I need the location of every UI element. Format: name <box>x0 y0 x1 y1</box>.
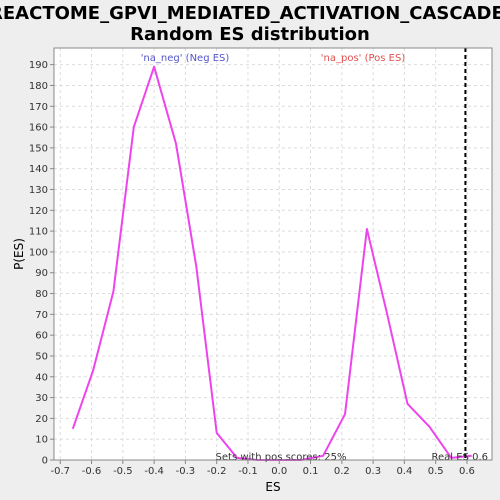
y-tick-label: 130 <box>29 185 48 196</box>
x-tick-label: -0.5 <box>113 466 133 477</box>
x-tick-label: -0.2 <box>207 466 227 477</box>
x-tick-label: 0.4 <box>396 466 412 477</box>
plot-area <box>54 48 492 460</box>
y-tick-label: 10 <box>35 435 48 446</box>
x-tick-label: -0.4 <box>144 466 164 477</box>
plot-border <box>53 47 493 461</box>
y-tick-label: 120 <box>29 206 48 217</box>
y-tick-label: 100 <box>29 247 48 258</box>
x-tick-label: 0.3 <box>365 466 381 477</box>
real-es-label: Real ES 0.6 <box>432 452 488 463</box>
x-tick-label: -0.7 <box>50 466 70 477</box>
chart-subtitle: Random ES distribution <box>130 24 370 45</box>
x-tick-label: 0.5 <box>428 466 444 477</box>
gridlines <box>54 48 492 461</box>
y-tick-label: 70 <box>35 310 48 321</box>
chart-title: REACTOME_GPVI_MEDIATED_ACTIVATION_CASCAD… <box>0 3 500 24</box>
neg-es-label: 'na_neg' (Neg ES) <box>141 53 230 64</box>
x-tick-label: 0.2 <box>334 466 350 477</box>
x-tick-label: -0.6 <box>82 466 102 477</box>
y-tick-label: 50 <box>35 351 48 362</box>
y-tick-label: 90 <box>35 268 48 279</box>
x-tick-label: -0.3 <box>176 466 196 477</box>
y-axis-label: P(ES) <box>12 238 26 270</box>
x-tick-label: -0.1 <box>238 466 258 477</box>
y-tick-label: 170 <box>29 102 48 113</box>
x-tick-label: 0.0 <box>271 466 287 477</box>
y-tick-label: 20 <box>35 414 48 425</box>
y-tick-label: 160 <box>29 123 48 134</box>
pos-es-label: 'na_pos' (Pos ES) <box>321 53 406 64</box>
x-tick-label: 0.6 <box>459 466 475 477</box>
y-tick-label: 180 <box>29 81 48 92</box>
x-tick-label: 0.1 <box>303 466 319 477</box>
sets-with-pos-scores: Sets with pos scores: 25% <box>216 452 347 463</box>
y-tick-label: 140 <box>29 164 48 175</box>
y-tick-label: 40 <box>35 372 48 383</box>
x-axis-label: ES <box>265 480 280 494</box>
y-tick-label: 110 <box>29 227 48 238</box>
y-axis-ticks: 0 10 20 30 40 50 60 70 80 90 100 110 120 130 140 150 160… <box>29 60 54 467</box>
x-axis-ticks: -0.7 -0.6 -0.5 -0.4 -0.3 -0.2 -0.1 0.0 0.1 0.2 0.3… <box>50 460 475 477</box>
y-tick-label: 150 <box>29 143 48 154</box>
y-tick-label: 190 <box>29 60 48 71</box>
y-tick-label: 80 <box>35 289 48 300</box>
y-tick-label: 30 <box>35 393 48 404</box>
y-tick-label: 0 <box>42 456 48 467</box>
y-tick-label: 60 <box>35 331 48 342</box>
